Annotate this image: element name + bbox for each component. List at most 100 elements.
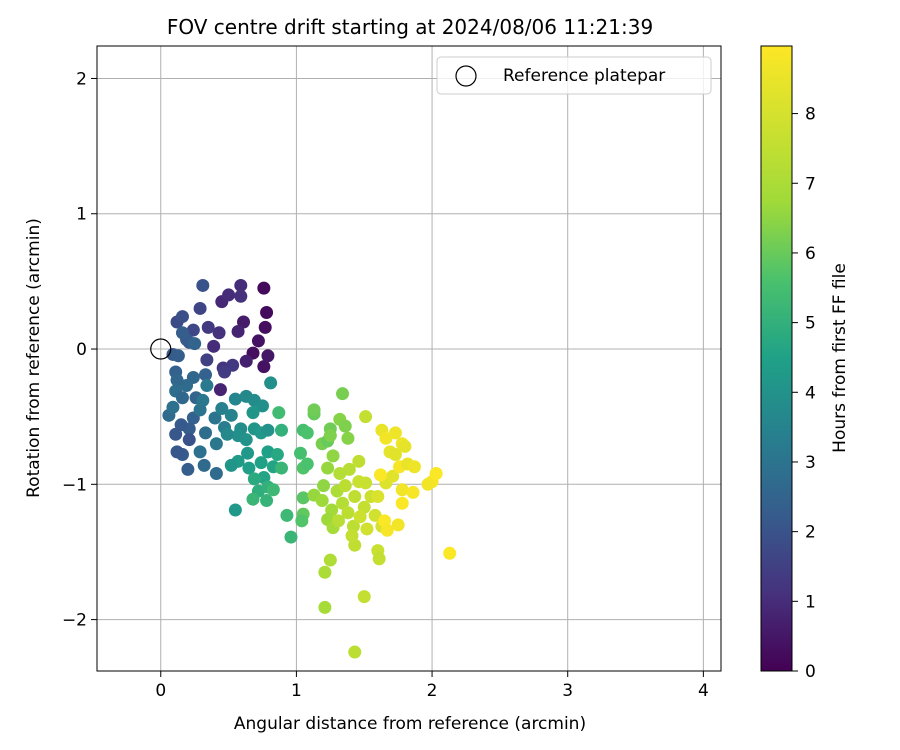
data-point xyxy=(239,433,253,447)
data-point xyxy=(215,402,229,416)
legend-reference-marker xyxy=(455,65,477,87)
data-point xyxy=(234,289,248,303)
data-point xyxy=(213,383,227,397)
plot-frame xyxy=(96,45,722,672)
legend-entry-reference-platepar: Reference platepar xyxy=(503,66,665,86)
data-point xyxy=(231,324,245,338)
data-point xyxy=(199,368,213,382)
y-axis-label: Rotation from reference (arcmin) xyxy=(24,218,44,498)
colorbar-tick-label: 1 xyxy=(805,592,816,612)
data-point xyxy=(234,278,248,292)
data-point xyxy=(197,458,211,472)
scatter-points xyxy=(162,278,457,659)
data-point xyxy=(260,494,274,508)
data-point xyxy=(336,387,350,401)
colorbar-tick-label: 0 xyxy=(805,662,816,682)
x-tick-label: 4 xyxy=(698,681,709,701)
data-point xyxy=(345,529,359,543)
data-point xyxy=(201,320,215,334)
data-point xyxy=(228,503,242,517)
data-point xyxy=(254,456,268,470)
data-point xyxy=(280,508,294,522)
data-point xyxy=(274,423,288,437)
legend-box xyxy=(436,56,712,95)
x-axis-ticks: 0 1 2 3 4 xyxy=(155,671,709,701)
reference-platepar-marker xyxy=(150,338,172,360)
x-tick-label: 1 xyxy=(291,681,302,701)
x-tick-label: 0 xyxy=(155,681,166,701)
data-point xyxy=(395,483,409,497)
data-point xyxy=(224,458,238,472)
x-axis-label: Angular distance from reference (arcmin) xyxy=(234,714,586,734)
data-point xyxy=(169,427,183,441)
legend: Reference platepar xyxy=(436,56,712,95)
data-point xyxy=(357,590,371,604)
data-point xyxy=(338,479,352,493)
data-point xyxy=(336,496,350,510)
x-tick-label: 2 xyxy=(427,681,438,701)
data-point xyxy=(251,334,265,348)
data-point xyxy=(352,454,366,468)
data-point xyxy=(218,365,232,379)
data-point xyxy=(270,448,284,462)
data-point xyxy=(429,466,443,480)
data-point xyxy=(407,460,421,474)
data-point xyxy=(180,379,194,393)
data-point xyxy=(242,461,256,475)
data-point xyxy=(406,485,420,499)
data-point xyxy=(295,514,309,528)
data-point xyxy=(338,419,352,433)
y-tick-label: 0 xyxy=(76,340,87,360)
colorbar xyxy=(760,45,793,672)
data-point xyxy=(175,310,189,324)
data-point xyxy=(293,446,307,460)
colorbar-tick-label: 5 xyxy=(805,314,816,334)
data-point xyxy=(443,546,457,560)
data-point xyxy=(321,461,335,475)
data-point xyxy=(379,431,393,445)
data-point xyxy=(228,392,242,406)
data-point xyxy=(255,399,269,413)
data-point xyxy=(186,323,200,337)
data-point xyxy=(264,376,278,390)
data-point xyxy=(260,306,274,320)
data-point xyxy=(200,353,214,367)
data-point xyxy=(241,446,255,460)
data-point xyxy=(323,553,337,567)
chart-title: FOV centre drift starting at 2024/08/06 … xyxy=(167,15,653,39)
data-point xyxy=(247,472,261,486)
data-point xyxy=(170,445,184,459)
data-point xyxy=(246,492,260,506)
data-point xyxy=(331,514,345,528)
data-point xyxy=(374,468,388,482)
data-point xyxy=(207,339,221,353)
y-tick-label: 2 xyxy=(76,69,87,89)
data-point xyxy=(220,427,234,441)
data-point xyxy=(395,496,409,510)
data-point xyxy=(341,431,355,445)
data-point xyxy=(368,508,382,522)
data-point xyxy=(398,439,412,453)
data-point xyxy=(317,479,331,493)
data-point xyxy=(224,408,238,422)
data-point xyxy=(348,489,362,503)
data-point xyxy=(175,391,189,405)
colorbar-ticks: 0 1 2 3 4 5 6 7 8 xyxy=(792,105,816,682)
data-point xyxy=(208,411,222,425)
data-point xyxy=(346,519,360,533)
data-point xyxy=(257,281,271,295)
data-point xyxy=(175,326,189,340)
data-point xyxy=(300,426,314,440)
reference-marker xyxy=(150,338,172,360)
data-point xyxy=(196,393,210,407)
data-point xyxy=(296,491,310,505)
data-point xyxy=(318,600,332,614)
data-point xyxy=(171,349,185,363)
data-point xyxy=(341,506,355,520)
data-point xyxy=(307,403,321,417)
data-point xyxy=(200,379,214,393)
data-point xyxy=(209,466,223,480)
data-point xyxy=(258,320,272,334)
data-point xyxy=(222,288,236,302)
